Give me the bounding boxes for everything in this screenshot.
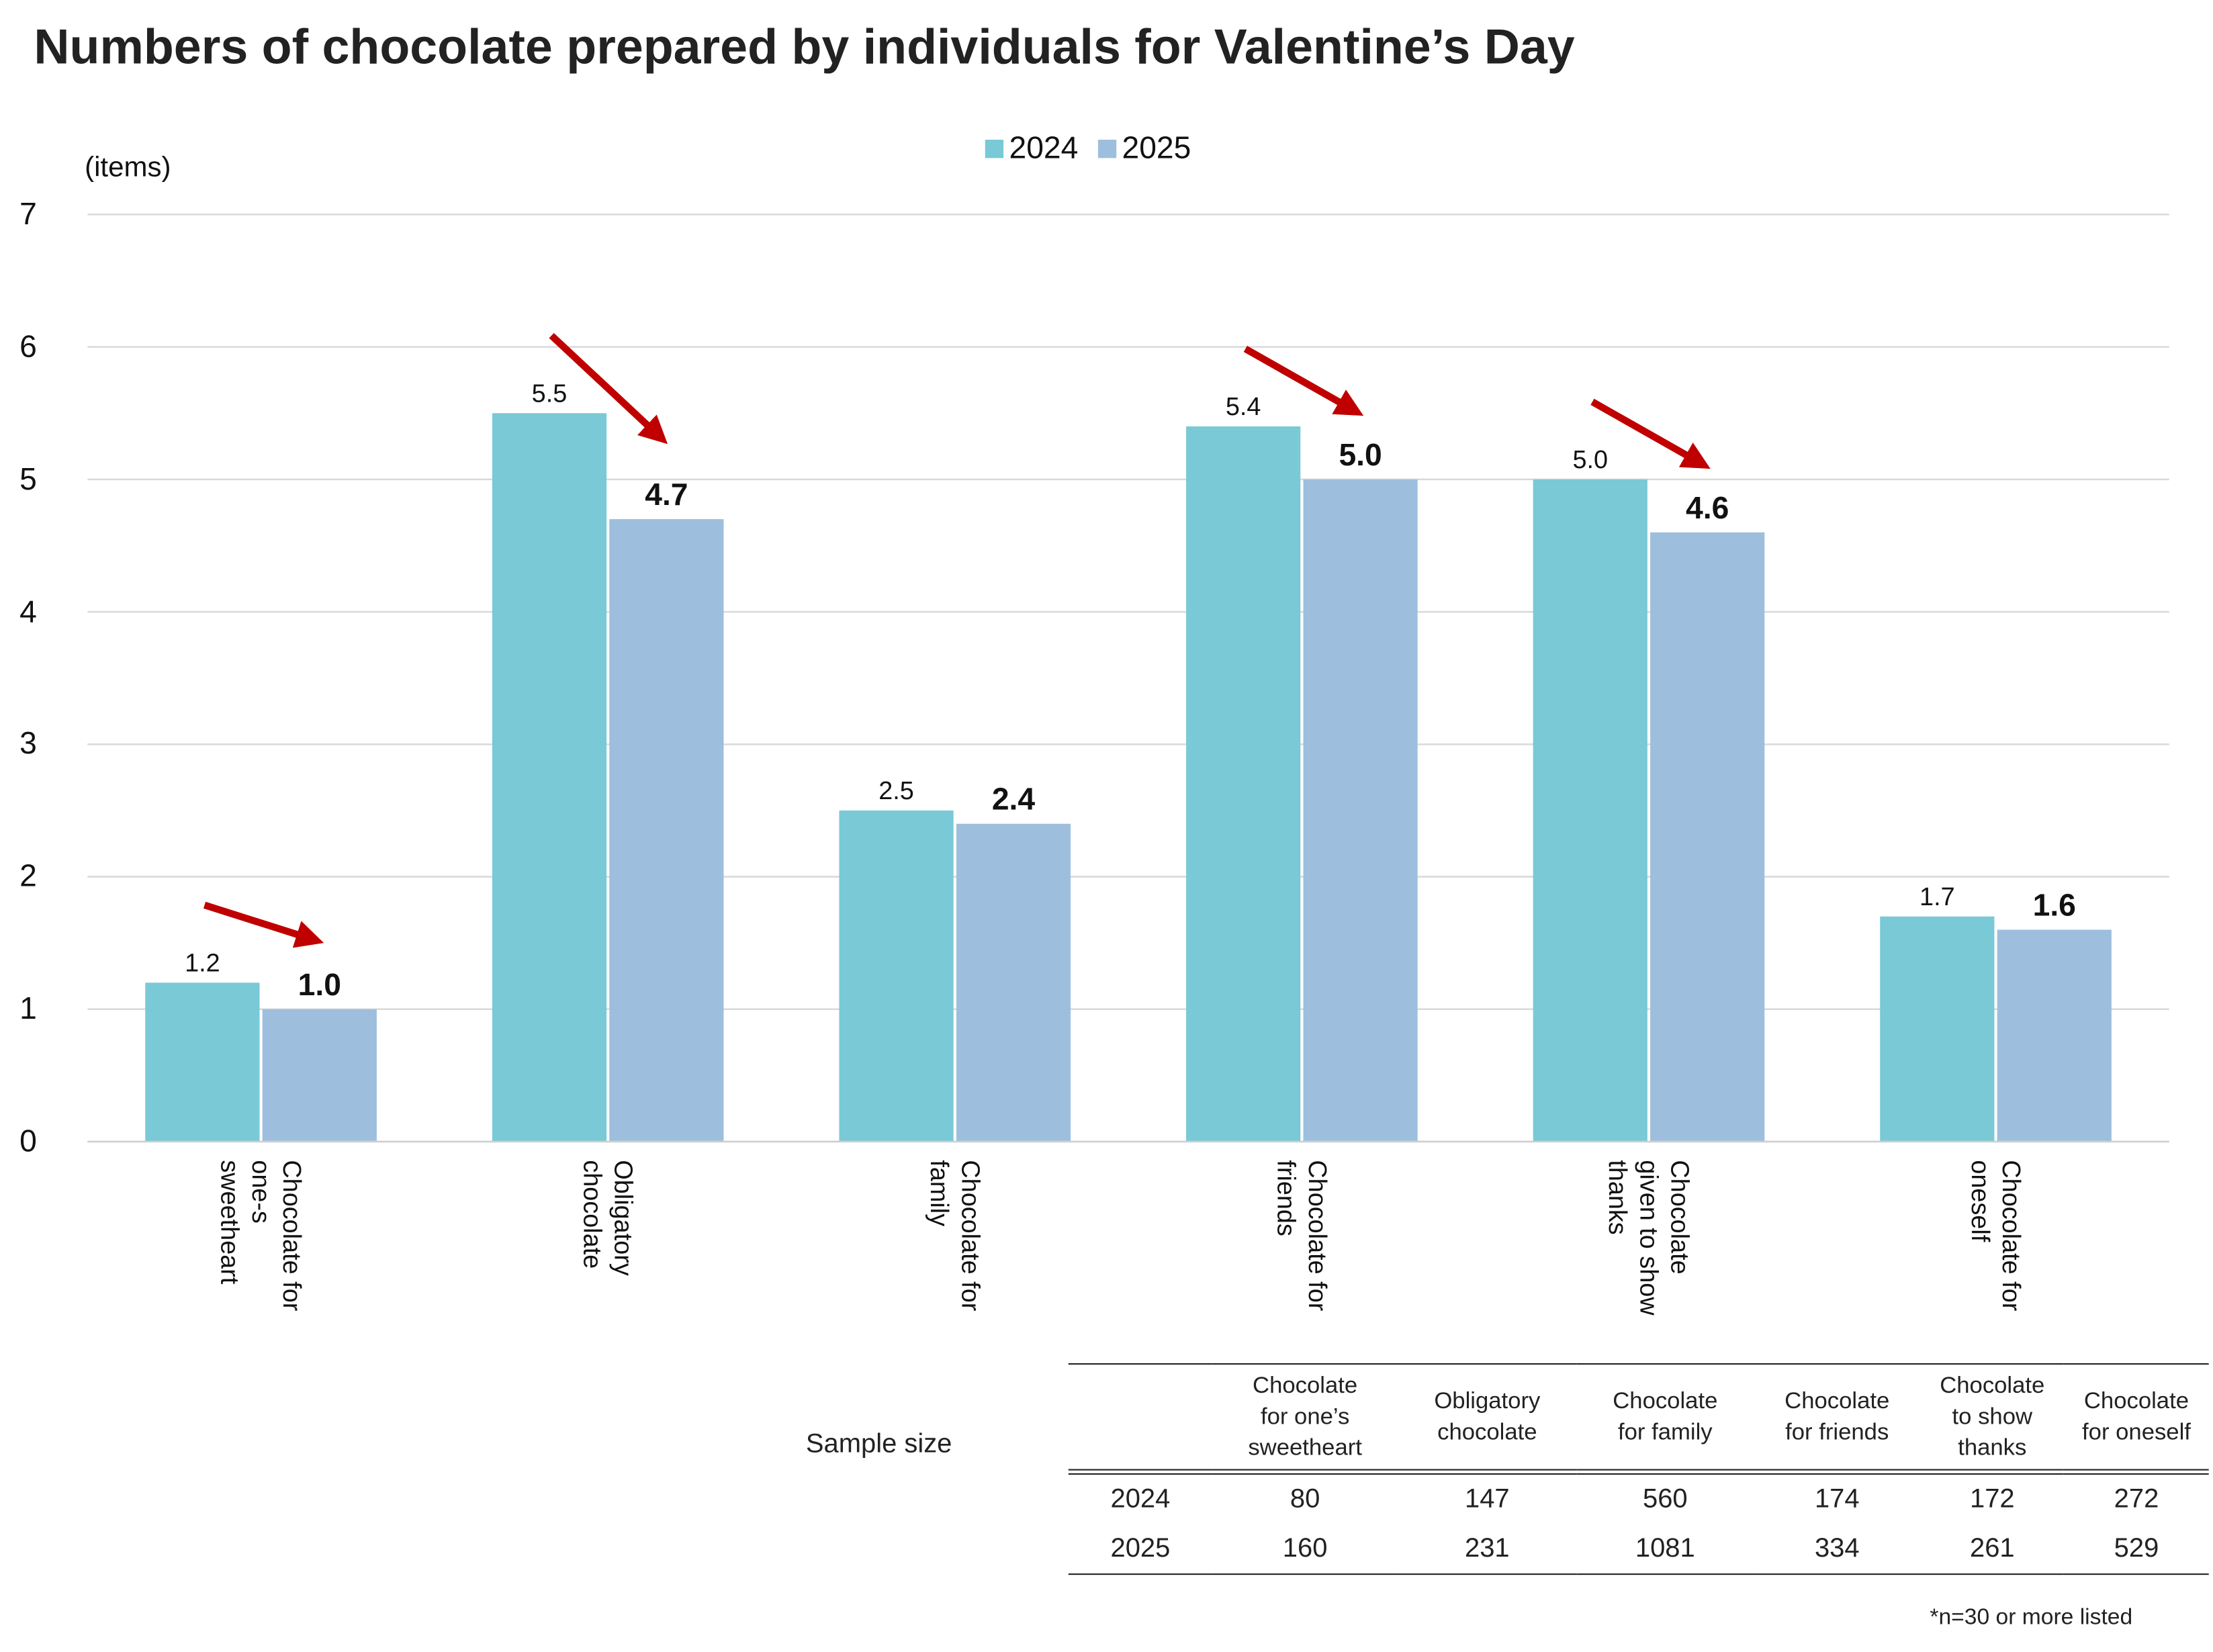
- table-cell: 560: [1642, 1483, 1688, 1514]
- legend-item-2025: 2025: [1097, 130, 1191, 167]
- sample-size-label: Sample size: [805, 1429, 952, 1459]
- plot-area: 1.2 1.0 5.5 4.7 2.5 2.4 5.4 5.0 5.0 4.6 1.7 1.6: [87, 214, 2169, 1143]
- bar-2024: [1186, 426, 1301, 1142]
- bar-2025: [609, 519, 724, 1142]
- data-label-2024: 5.5: [532, 379, 568, 408]
- row-year: 2024: [1110, 1483, 1171, 1514]
- data-label-2024: 5.4: [1226, 393, 1261, 421]
- bar-2024: [839, 810, 954, 1142]
- table-cell: 231: [1398, 1524, 1577, 1575]
- y-tick-label: 7: [19, 196, 37, 232]
- sample-size-table: Chocolate for one’s sweetheart Obligator…: [1068, 1363, 2209, 1575]
- bar-2024: [492, 413, 607, 1142]
- data-label-2025: 1.6: [2033, 887, 2076, 922]
- data-label-2024: 1.7: [1920, 883, 1955, 911]
- table-cell: 334: [1754, 1524, 1921, 1575]
- x-tick-label: Chocolate given to show thanks: [1603, 1160, 1695, 1316]
- legend-label-2025: 2025: [1122, 130, 1191, 165]
- legend-swatch-2025: [1097, 138, 1117, 158]
- bar-2024: [1880, 916, 1995, 1142]
- y-tick-label: 4: [19, 593, 37, 629]
- y-tick-label: 0: [19, 1123, 37, 1159]
- table-cell: 172: [1969, 1483, 2015, 1514]
- legend-label-2024: 2024: [1009, 130, 1079, 165]
- table-row: 2025 160 231 1081 334 261 529: [1068, 1524, 2209, 1575]
- bar-2025: [1303, 479, 1418, 1142]
- table-header: Chocolate for one’s sweetheart: [1212, 1363, 1398, 1475]
- legend-swatch-2024: [985, 138, 1004, 158]
- decline-arrow: [1243, 345, 1364, 416]
- x-tick-label: Chocolate for family: [925, 1160, 985, 1312]
- table-header-row: Chocolate for one’s sweetheart Obligator…: [1068, 1363, 2209, 1475]
- legend-item-2024: 2024: [985, 130, 1079, 167]
- x-tick-label: Chocolate for oneself: [1966, 1160, 2026, 1312]
- table-cell: 272: [2114, 1483, 2159, 1514]
- table-header: Chocolate for oneself: [2064, 1363, 2209, 1475]
- x-tick-label: Chocolate for friends: [1272, 1160, 1332, 1312]
- table-header: Chocolate to show thanks: [1920, 1363, 2065, 1475]
- table-cell: 1081: [1576, 1524, 1754, 1575]
- decline-arrow: [549, 332, 668, 445]
- data-label-2025: 1.0: [298, 967, 341, 1002]
- footnote: *n=30 or more listed: [1930, 1606, 2133, 1631]
- table-header: Chocolate for friends: [1754, 1363, 1921, 1475]
- table-cell: 174: [1814, 1483, 1860, 1514]
- y-tick-label: 2: [19, 858, 37, 894]
- table-cell: 529: [2064, 1524, 2209, 1575]
- table-cell: 261: [1920, 1524, 2065, 1575]
- y-tick-label: 3: [19, 726, 37, 762]
- data-label-2024: 5.0: [1572, 446, 1608, 474]
- table-row: 2024 80 147 560 174 172 272: [1069, 1472, 2209, 1524]
- data-label-2025: 4.6: [1686, 490, 1729, 525]
- decline-arrow: [203, 901, 324, 948]
- data-label-2024: 2.5: [878, 777, 914, 805]
- bar-2024: [1533, 479, 1647, 1142]
- data-label-2024: 1.2: [185, 950, 220, 978]
- y-tick-label: 5: [19, 461, 37, 497]
- bar-2025: [1650, 532, 1765, 1142]
- bar-2025: [1997, 929, 2112, 1142]
- table-header-blank: [1068, 1363, 1213, 1475]
- y-axis-unit-label: (items): [85, 152, 171, 184]
- legend: 2024 2025: [985, 130, 1191, 167]
- row-year: 2025: [1068, 1524, 1213, 1575]
- y-tick-label: 1: [19, 991, 37, 1027]
- bar-2024: [145, 982, 260, 1142]
- bar-2025: [262, 1009, 377, 1142]
- x-tick-label: Obligatory chocolate: [578, 1160, 638, 1276]
- table-cell: 160: [1212, 1524, 1398, 1575]
- bar-2025: [956, 823, 1071, 1142]
- y-tick-label: 6: [19, 328, 37, 364]
- table-header: Obligatory chocolate: [1398, 1363, 1577, 1475]
- table-cell: 80: [1290, 1483, 1320, 1514]
- decline-arrow: [1590, 398, 1711, 469]
- table-cell: 147: [1465, 1483, 1510, 1514]
- data-label-2025: 5.0: [1339, 437, 1382, 472]
- data-label-2025: 4.7: [645, 477, 688, 512]
- chart-title: Numbers of chocolate prepared by individ…: [34, 19, 1575, 75]
- data-label-2025: 2.4: [992, 782, 1036, 817]
- x-tick-label: Chocolate for one-s sweetheart: [216, 1160, 306, 1312]
- table-header: Chocolate for family: [1576, 1363, 1754, 1475]
